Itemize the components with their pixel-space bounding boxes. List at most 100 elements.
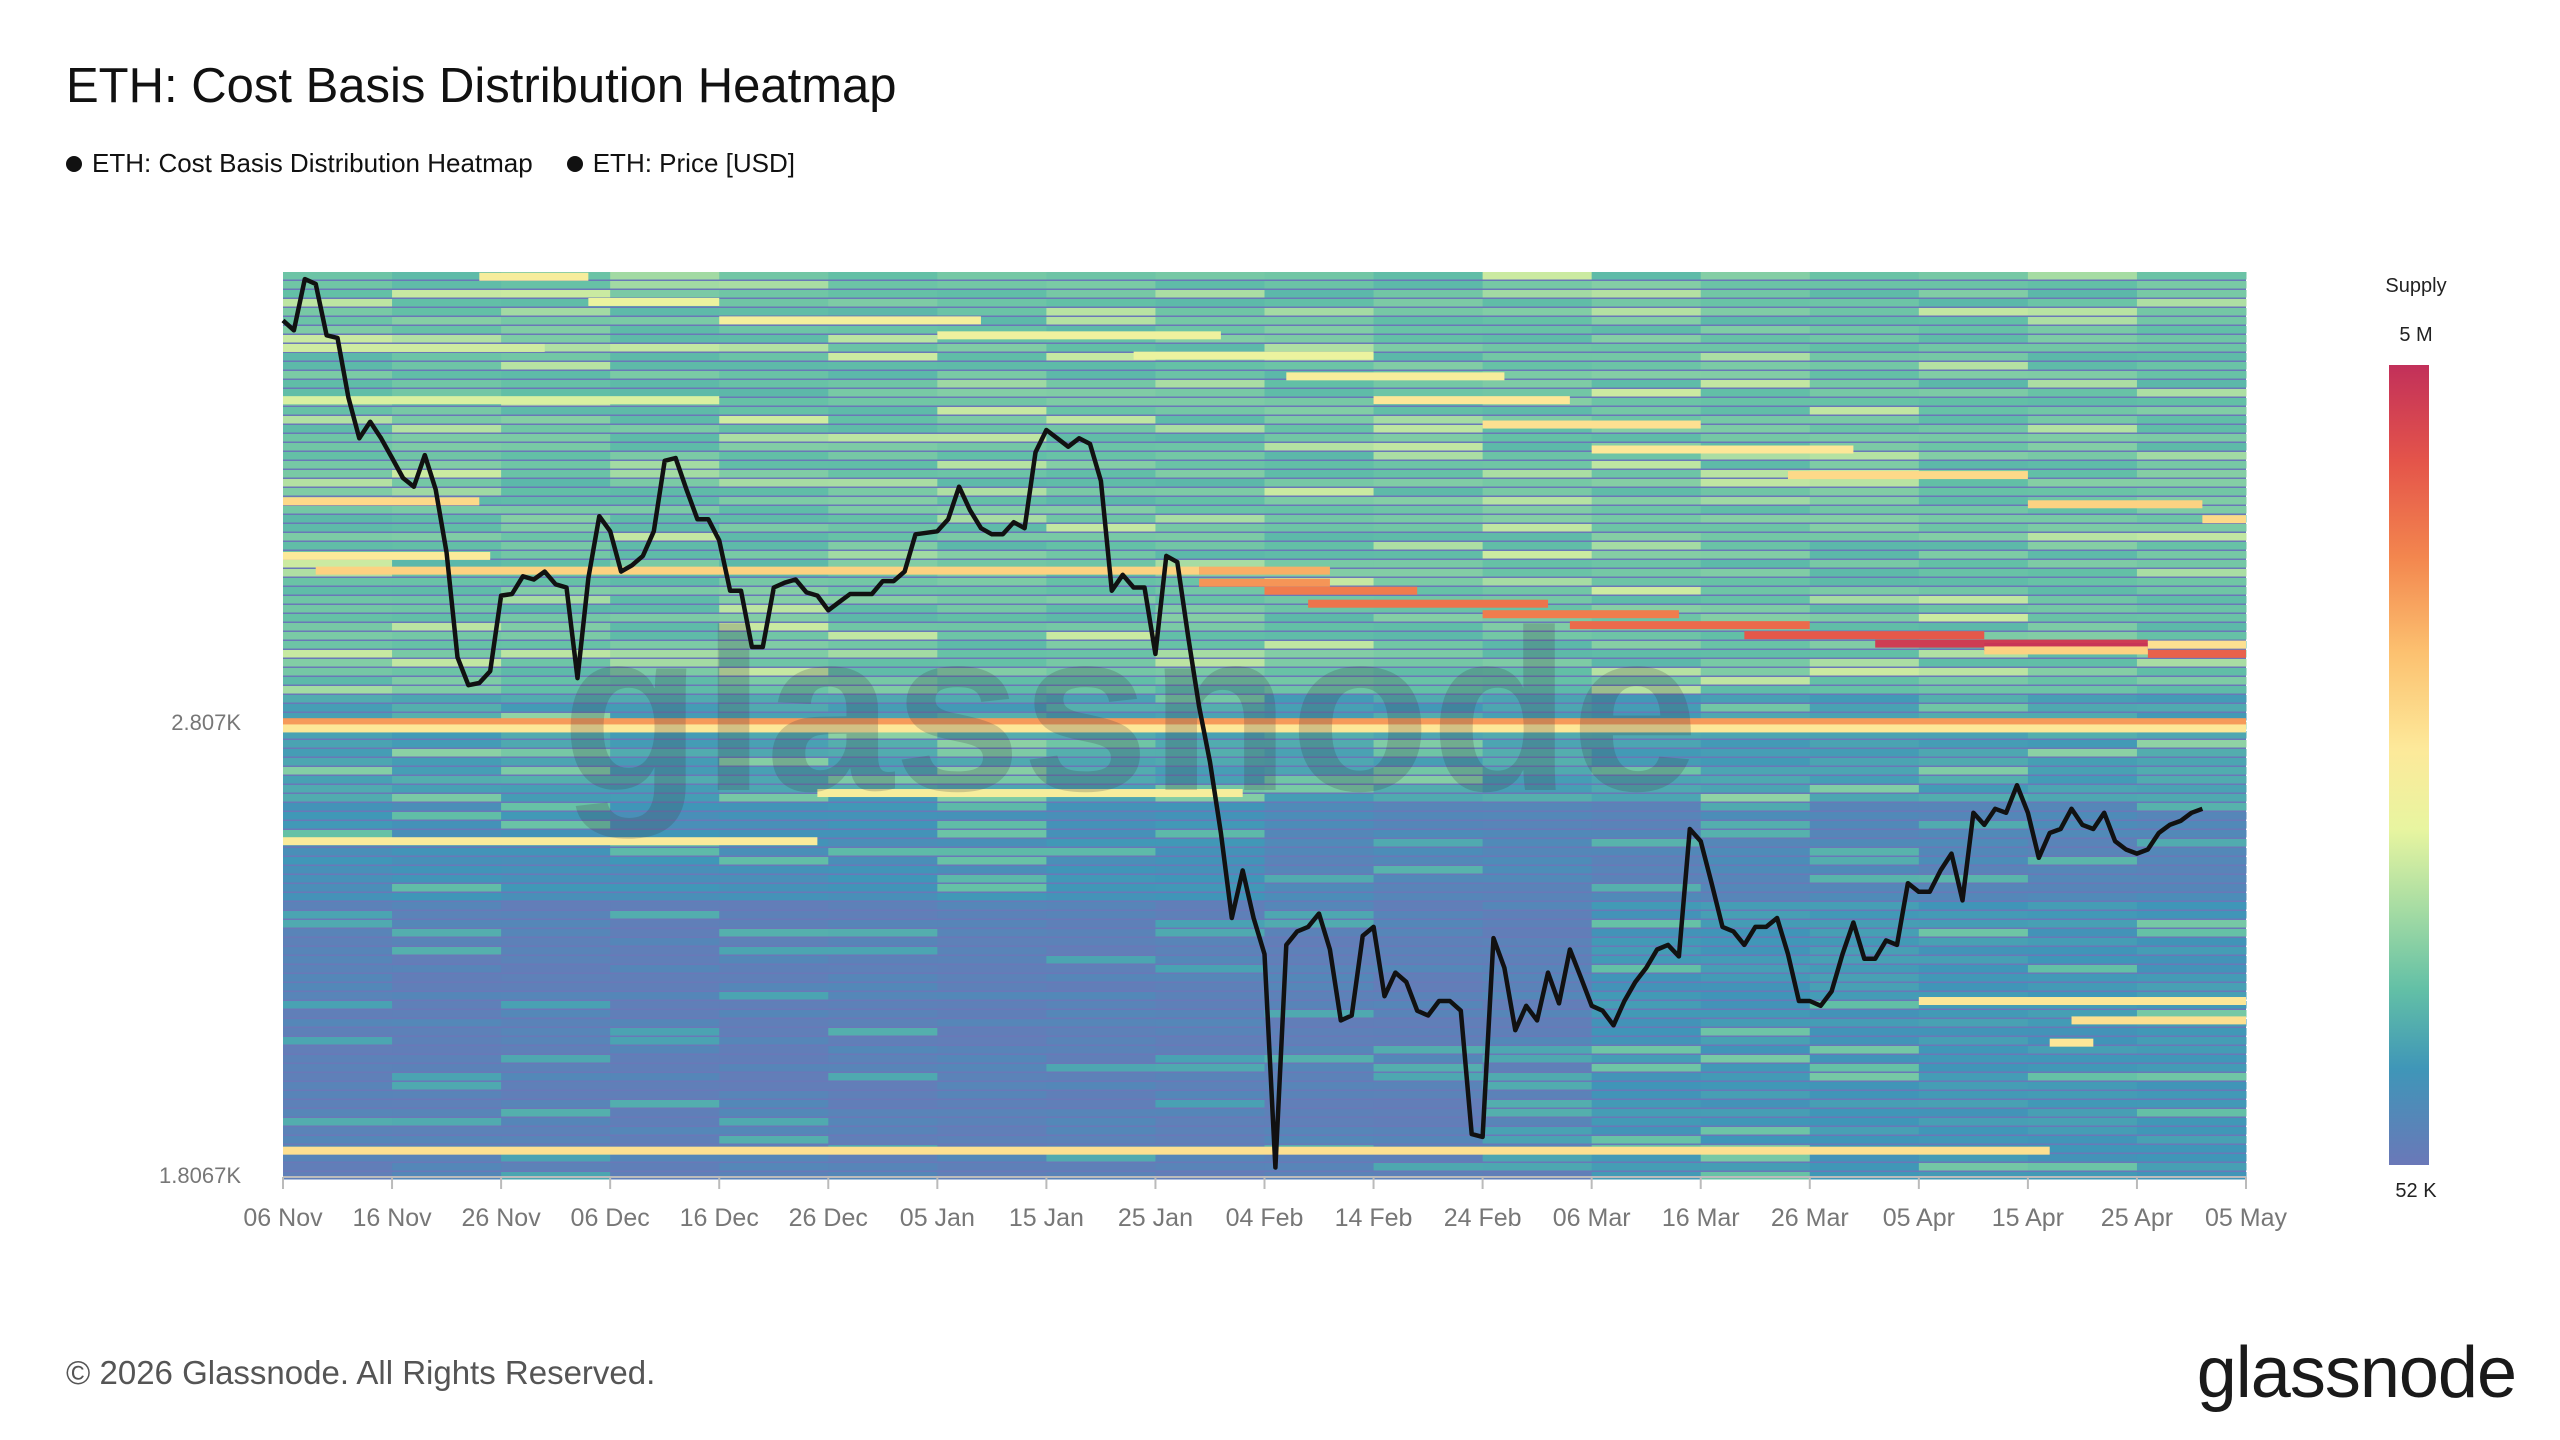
heatmap-cell bbox=[1918, 317, 2029, 325]
price-line-group bbox=[281, 276, 2204, 1170]
heatmap-cell bbox=[2027, 1082, 2138, 1090]
heatmap-cell bbox=[2136, 659, 2247, 667]
heatmap-cell bbox=[1809, 659, 1920, 667]
heatmap-cell bbox=[1155, 596, 1265, 604]
heatmap-cell bbox=[937, 857, 1047, 865]
heatmap-cell bbox=[1373, 1064, 1484, 1072]
heatmap-cell bbox=[1591, 1064, 1702, 1072]
heatmap-cell bbox=[1591, 407, 1702, 415]
colorbar-min-label: 52 K bbox=[2395, 1180, 2437, 1202]
heatmap-cell bbox=[1918, 353, 2029, 361]
heatmap-cell bbox=[2027, 578, 2138, 586]
heatmap-cell bbox=[2027, 1127, 2138, 1135]
heatmap-cell bbox=[501, 992, 611, 1000]
heatmap-cell bbox=[937, 1136, 1047, 1144]
heatmap-cell bbox=[1373, 1136, 1484, 1144]
heatmap-cell bbox=[1482, 1001, 1593, 1009]
heatmap-cell bbox=[501, 1082, 611, 1090]
heatmap-cell bbox=[392, 695, 502, 703]
heatmap-cell bbox=[1918, 389, 2029, 397]
heatmap-cell bbox=[2027, 407, 2138, 415]
heatmap-cell bbox=[392, 668, 502, 676]
heatmap-cell bbox=[1700, 875, 1811, 883]
heatmap-cell bbox=[719, 767, 829, 775]
heatmap-cell bbox=[1046, 605, 1156, 613]
heatmap-cell bbox=[2136, 668, 2247, 676]
heatmap-cell bbox=[1918, 587, 2029, 595]
heatmap-cell bbox=[610, 776, 720, 784]
heatmap-cell bbox=[2136, 785, 2247, 793]
heatmap-cell bbox=[1700, 983, 1811, 991]
heatmap-cell bbox=[610, 317, 720, 325]
heatmap-cell bbox=[719, 560, 829, 568]
heatmap-cell bbox=[828, 425, 938, 433]
heatmap-cell bbox=[610, 794, 720, 802]
heatmap-cell bbox=[1373, 488, 1484, 496]
heatmap-cell bbox=[1373, 713, 1484, 721]
heatmap-cell bbox=[283, 1082, 393, 1090]
heatmap-cell bbox=[1482, 380, 1593, 388]
heatmap-band bbox=[1286, 372, 1505, 381]
heatmap-cell bbox=[1264, 776, 1375, 784]
heatmap-cell bbox=[1264, 1010, 1375, 1018]
heatmap-cell bbox=[1155, 1091, 1265, 1099]
heatmap-cell bbox=[937, 533, 1047, 541]
heatmap-cell bbox=[1482, 677, 1593, 685]
heatmap-cell bbox=[1809, 398, 1920, 406]
heatmap-cell bbox=[1155, 803, 1265, 811]
heatmap-cell bbox=[937, 497, 1047, 505]
heatmap-cell bbox=[501, 515, 611, 523]
heatmap-cell bbox=[719, 605, 829, 613]
heatmap-cell bbox=[1264, 605, 1375, 613]
heatmap-band bbox=[283, 551, 491, 560]
heatmap-cell bbox=[283, 461, 393, 469]
heatmap-cell bbox=[392, 353, 502, 361]
heatmap-cell bbox=[1264, 884, 1375, 892]
heatmap-cell bbox=[1046, 1064, 1156, 1072]
heatmap-cell bbox=[392, 515, 502, 523]
heatmap-cell bbox=[1155, 686, 1265, 694]
heatmap-cell bbox=[1591, 938, 1702, 946]
heatmap-cell bbox=[1809, 938, 1920, 946]
heatmap-cell bbox=[392, 299, 502, 307]
heatmap-cell bbox=[283, 704, 393, 712]
heatmap-cell bbox=[2136, 911, 2247, 919]
heatmap-cell bbox=[2027, 353, 2138, 361]
heatmap-cell bbox=[1918, 1118, 2029, 1126]
heatmap-cell bbox=[1591, 1001, 1702, 1009]
heatmap-cell bbox=[1591, 533, 1702, 541]
heatmap-cell bbox=[1591, 1028, 1702, 1036]
heatmap-cell bbox=[1482, 749, 1593, 757]
heatmap-cell bbox=[1046, 794, 1156, 802]
legend-item-price[interactable]: ETH: Price [USD] bbox=[566, 148, 795, 179]
legend-item-heatmap[interactable]: ETH: Cost Basis Distribution Heatmap bbox=[66, 148, 533, 179]
heatmap-cell bbox=[2136, 1010, 2247, 1018]
heatmap-cell bbox=[1482, 371, 1593, 379]
heatmap-band bbox=[1373, 396, 1570, 405]
heatmap-cell bbox=[2136, 290, 2247, 298]
heatmap-cell bbox=[2136, 281, 2247, 289]
heatmap-cell bbox=[1482, 632, 1593, 640]
heatmap-cell bbox=[283, 866, 393, 874]
heatmap-cell bbox=[501, 1091, 611, 1099]
heatmap-cell bbox=[1591, 299, 1702, 307]
heatmap-cell bbox=[2136, 992, 2247, 1000]
heatmap-cell bbox=[610, 1037, 720, 1045]
heatmap-cell bbox=[1591, 650, 1702, 658]
heatmap-cell bbox=[1482, 1073, 1593, 1081]
heatmap-cell bbox=[283, 875, 393, 883]
heatmap-band bbox=[2071, 1016, 2246, 1025]
heatmap-cell bbox=[828, 1082, 938, 1090]
heatmap-cell bbox=[1264, 1064, 1375, 1072]
heatmap-cell bbox=[2027, 605, 2138, 613]
heatmap-cell bbox=[828, 524, 938, 532]
heatmap-cell bbox=[937, 1109, 1047, 1117]
heatmap-cell bbox=[2027, 596, 2138, 604]
heatmap-cell bbox=[1918, 668, 2029, 676]
heatmap-cell bbox=[1155, 992, 1265, 1000]
heatmap-cell bbox=[1046, 965, 1156, 973]
heatmap-cell bbox=[1264, 1154, 1375, 1162]
brand-logo[interactable]: glassnode bbox=[2196, 1333, 2517, 1413]
heatmap-cell bbox=[1373, 902, 1484, 910]
